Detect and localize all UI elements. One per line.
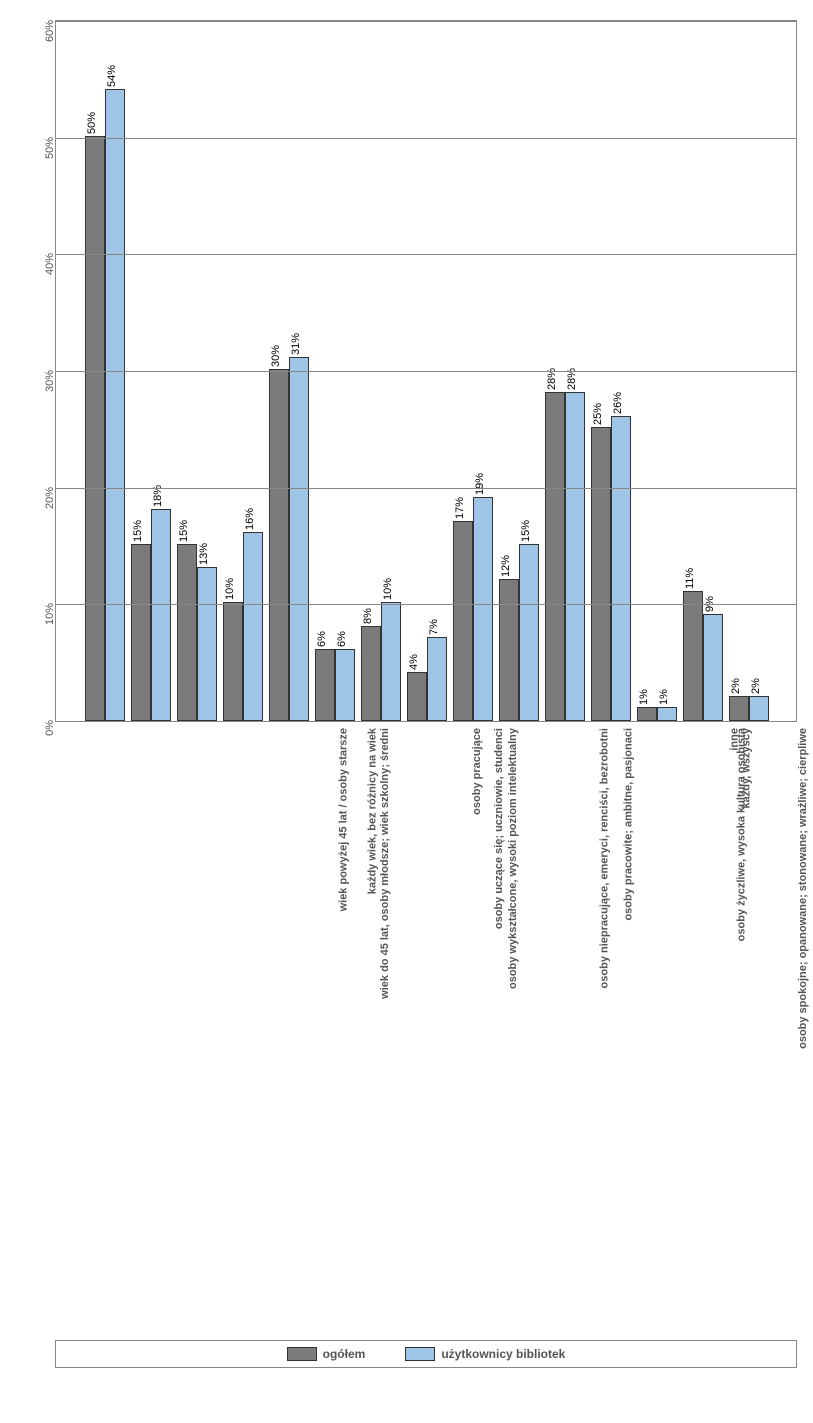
- bar-value-label: 13%: [198, 543, 210, 565]
- category-label: osoby wykształcone, wysoki poziom intele…: [507, 728, 519, 989]
- bar-value-label: 1%: [658, 689, 670, 705]
- category-label: osoby uczące się; uczniowie, studenci: [493, 728, 505, 929]
- y-tick-label: 50%: [44, 137, 56, 172]
- bar-value-label: 15%: [520, 520, 532, 542]
- bar: [407, 672, 427, 721]
- bar-value-label: 30%: [270, 345, 282, 367]
- legend-label-uzytkownicy: użytkownicy bibliotek: [441, 1347, 565, 1361]
- category-label: każdy, wszyscy: [741, 728, 753, 809]
- bar: [427, 637, 447, 721]
- bar: [223, 602, 243, 721]
- bar: [151, 509, 171, 721]
- bar: [131, 544, 151, 721]
- legend-item-uzytkownicy: użytkownicy bibliotek: [405, 1347, 565, 1361]
- y-tick-label: 40%: [44, 253, 56, 288]
- category-label: wiek do 45 lat, osoby młodsze; wiek szko…: [379, 728, 391, 999]
- bar: [519, 544, 539, 721]
- bar-value-label: 6%: [316, 631, 328, 647]
- bar-value-label: 12%: [500, 555, 512, 577]
- bar-value-label: 2%: [750, 678, 762, 694]
- gridline: [56, 371, 796, 372]
- gridline: [56, 254, 796, 255]
- plot-area: 50%54%15%18%15%13%10%16%30%31%6%6%8%10%4…: [55, 20, 797, 722]
- bar-value-label: 16%: [244, 508, 256, 530]
- legend: ogółem użytkownicy bibliotek: [55, 1340, 797, 1368]
- gridline: [56, 604, 796, 605]
- y-tick-label: 10%: [44, 603, 56, 638]
- bar-value-label: 4%: [408, 654, 420, 670]
- y-tick-label: 60%: [44, 20, 56, 55]
- bar: [683, 591, 703, 721]
- bar-value-label: 11%: [684, 567, 696, 588]
- bar: [243, 532, 263, 721]
- category-label: osoby niepracujące, emeryci, renciści, b…: [598, 728, 610, 988]
- bar-value-label: 50%: [86, 112, 98, 134]
- category-label: każdy wiek, bez różnicy na wiek: [366, 728, 378, 894]
- bar-value-label: 15%: [132, 520, 144, 542]
- legend-swatch-ogolem: [287, 1347, 317, 1361]
- bar: [381, 602, 401, 721]
- bar: [453, 521, 473, 721]
- bar-value-label: 1%: [638, 689, 650, 705]
- bar: [361, 626, 381, 721]
- gridline: [56, 138, 796, 139]
- bar-value-label: 10%: [382, 578, 394, 600]
- bar: [565, 392, 585, 721]
- chart-page: 50%54%15%18%15%13%10%16%30%31%6%6%8%10%4…: [0, 0, 813, 1423]
- bar: [315, 649, 335, 721]
- bar-value-label: 2%: [730, 678, 742, 694]
- category-label: osoby spokojne; opanowane; stonowane; wr…: [797, 728, 809, 1049]
- bar: [177, 544, 197, 721]
- bar: [269, 369, 289, 721]
- bar-value-label: 25%: [592, 403, 604, 425]
- bar: [611, 416, 631, 721]
- bar-value-label: 10%: [224, 578, 236, 600]
- bar: [545, 392, 565, 721]
- category-label: wiek powyżej 45 lat / osoby starsze: [337, 728, 349, 911]
- bar: [703, 614, 723, 721]
- bar-value-label: 15%: [178, 520, 190, 542]
- bar-value-label: 31%: [290, 333, 302, 355]
- bar: [197, 567, 217, 721]
- bar: [591, 427, 611, 721]
- bar: [657, 707, 677, 721]
- y-tick-label: 30%: [44, 370, 56, 405]
- bar-value-label: 26%: [612, 392, 624, 414]
- bar: [85, 136, 105, 721]
- bar: [749, 696, 769, 721]
- category-label: inne: [729, 728, 741, 751]
- bar: [729, 696, 749, 721]
- bar: [289, 357, 309, 721]
- bar: [499, 579, 519, 721]
- y-tick-label: 0%: [44, 720, 56, 755]
- legend-swatch-uzytkownicy: [405, 1347, 435, 1361]
- bar-value-label: 6%: [336, 631, 348, 647]
- bar-value-label: 19%: [474, 473, 486, 495]
- bar-value-label: 8%: [362, 608, 374, 624]
- bar: [473, 497, 493, 721]
- y-tick-label: 20%: [44, 487, 56, 522]
- bar-value-label: 17%: [454, 497, 466, 519]
- category-label: osoby pracujące: [471, 728, 483, 815]
- category-label: osoby pracowite; ambitne, pasjonaci: [623, 728, 635, 921]
- gridline: [56, 21, 796, 22]
- bar-value-label: 7%: [428, 619, 440, 635]
- bar: [105, 89, 125, 721]
- gridline: [56, 488, 796, 489]
- bar-value-label: 54%: [106, 65, 118, 87]
- bar: [335, 649, 355, 721]
- bar: [637, 707, 657, 721]
- legend-item-ogolem: ogółem: [287, 1347, 366, 1361]
- legend-label-ogolem: ogółem: [323, 1347, 366, 1361]
